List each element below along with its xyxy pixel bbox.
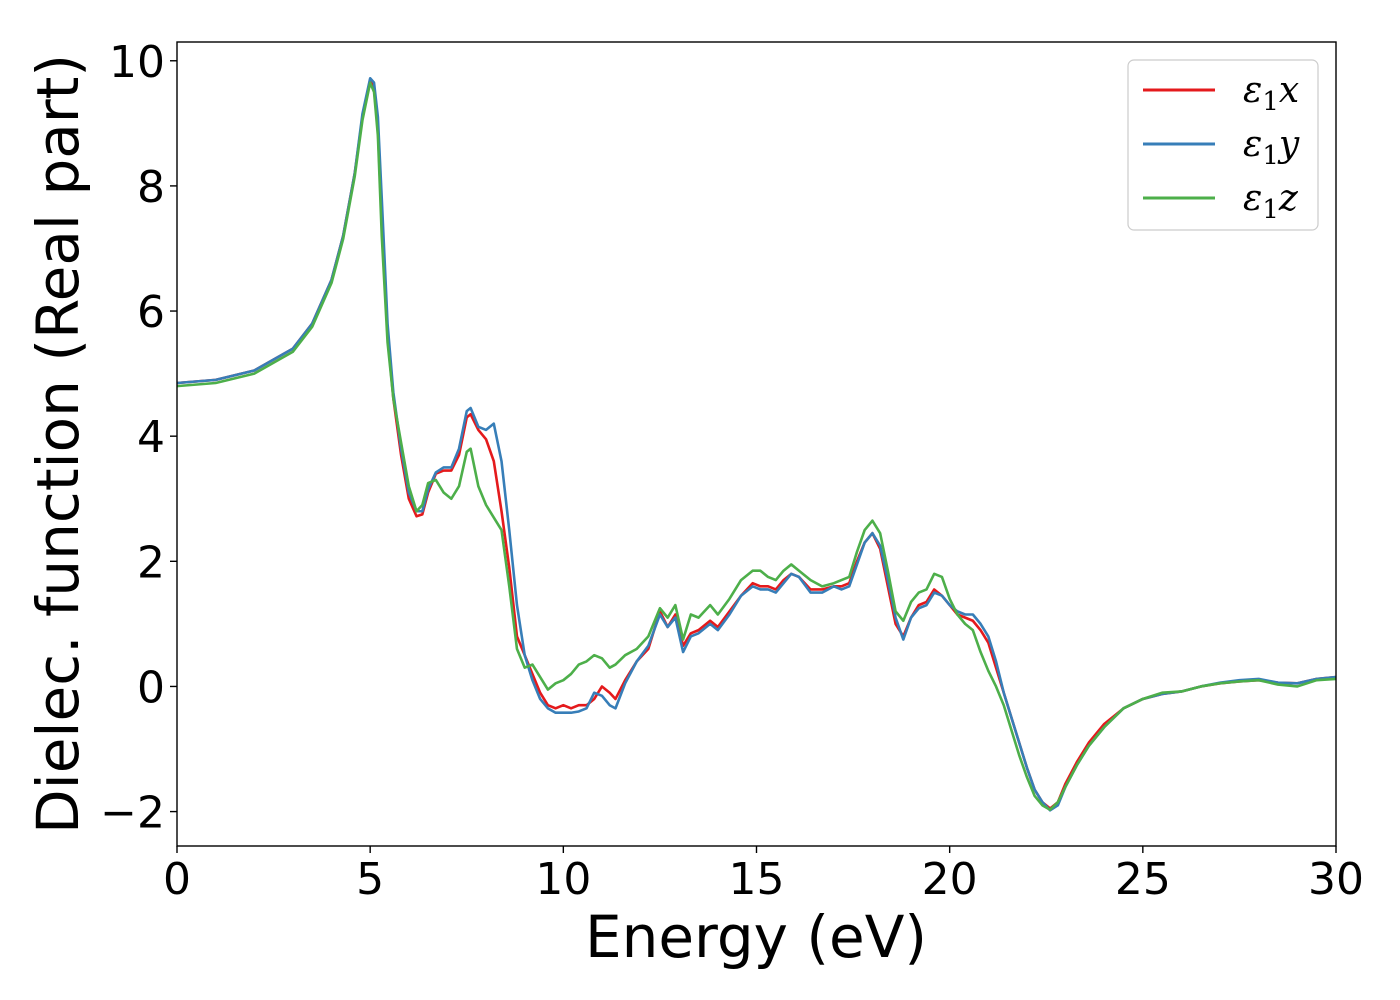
- legend-label-z: ε1z: [1243, 178, 1299, 225]
- x-axis-ticks: 0 5 10 15 20 25 30: [163, 846, 1364, 905]
- y-tick-label: 2: [137, 537, 165, 588]
- x-tick-label: 5: [356, 854, 384, 905]
- series-line-y: [177, 76, 1336, 812]
- x-tick-label: 20: [922, 854, 978, 905]
- x-tick-label: 0: [163, 854, 191, 905]
- y-axis-ticks: −2 0 2 4 6 8 10: [100, 37, 177, 839]
- y-tick-label: 0: [137, 662, 165, 713]
- x-axis-title: Energy (eV): [585, 903, 927, 971]
- x-tick-label: 30: [1308, 854, 1364, 905]
- y-tick-label: 10: [109, 37, 165, 88]
- y-tick-label: 8: [137, 162, 165, 213]
- series-layer: [177, 76, 1336, 812]
- x-tick-label: 10: [535, 854, 591, 905]
- y-tick-label: 6: [137, 287, 165, 338]
- legend-label-y: ε1y: [1243, 124, 1300, 171]
- legend: ε1x ε1y ε1z: [1127, 59, 1319, 231]
- series-line-z: [177, 81, 1336, 812]
- legend-label-x: ε1x: [1243, 70, 1299, 117]
- x-tick-label: 15: [729, 854, 785, 905]
- legend-box: [1127, 59, 1319, 231]
- x-tick-label: 25: [1115, 854, 1171, 905]
- y-axis-title: Dielec. function (Real part): [24, 54, 92, 834]
- y-tick-label: −2: [100, 788, 165, 839]
- y-tick-label: 4: [137, 412, 165, 463]
